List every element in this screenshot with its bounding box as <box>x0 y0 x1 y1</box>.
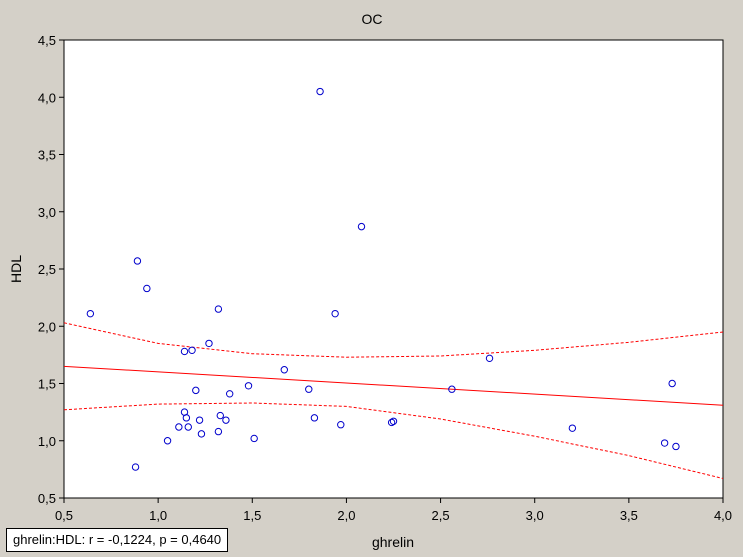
data-point <box>214 305 223 313</box>
data-points <box>86 87 680 471</box>
data-point <box>672 442 680 451</box>
data-point <box>192 386 200 395</box>
y-tick-label: 4,5 <box>38 33 56 48</box>
data-point <box>197 430 206 438</box>
x-tick-label: 0,5 <box>55 508 73 523</box>
correlation-stats-box: ghrelin:HDL: r = -0,1224, p = 0,4640 <box>6 528 229 552</box>
x-tick-label: 1,0 <box>149 508 167 523</box>
x-tick-label: 3,0 <box>526 508 544 523</box>
x-tick-label: 3,5 <box>620 508 638 523</box>
x-tick-label: 2,0 <box>337 508 355 523</box>
data-point <box>305 385 313 393</box>
y-tick-label: 0,5 <box>38 491 56 506</box>
data-point <box>182 414 191 422</box>
data-point <box>131 463 140 471</box>
x-tick-label: 1,5 <box>243 508 261 523</box>
data-point <box>337 421 345 429</box>
data-point <box>244 382 253 390</box>
data-point <box>143 284 151 293</box>
data-point <box>214 427 223 436</box>
regression-line <box>63 365 724 406</box>
plot-area <box>63 39 724 499</box>
y-tick-label: 3,0 <box>38 205 56 220</box>
data-point <box>86 309 95 318</box>
data-point <box>163 437 172 445</box>
chart-title: OC <box>362 11 383 27</box>
data-point <box>568 424 577 432</box>
upper-confidence-line <box>63 322 724 358</box>
y-axis-title: HDL <box>8 255 24 283</box>
y-tick-label: 2,0 <box>38 319 56 334</box>
regression-fit <box>63 365 724 406</box>
data-point <box>195 416 204 424</box>
data-point <box>280 366 288 374</box>
data-point <box>310 414 319 422</box>
data-point <box>184 423 192 431</box>
data-point <box>222 416 230 424</box>
data-point <box>448 385 456 393</box>
data-point <box>316 87 324 96</box>
x-tick-label: 4,0 <box>714 508 732 523</box>
data-point <box>660 439 669 447</box>
data-point <box>188 346 196 354</box>
confidence-band <box>63 322 724 479</box>
y-tick-label: 2,5 <box>38 262 56 277</box>
data-point <box>133 257 142 265</box>
y-tick-label: 1,5 <box>38 377 56 392</box>
y-axis: 0,5 1,0 1,5 2,0 2,5 3,0 3,5 4,0 4,5 <box>38 33 64 506</box>
data-point <box>225 390 234 398</box>
data-point <box>216 411 224 420</box>
y-tick-label: 3,5 <box>38 148 56 163</box>
x-axis: 0,5 1,0 1,5 2,0 2,5 3,0 3,5 4,0 <box>55 498 732 523</box>
lower-confidence-line <box>63 402 724 479</box>
x-tick-label: 2,5 <box>432 508 450 523</box>
data-point <box>389 417 398 425</box>
data-point <box>180 347 189 356</box>
x-axis-title: ghrelin <box>372 534 414 550</box>
data-point <box>668 379 676 388</box>
data-point <box>387 418 396 427</box>
data-point <box>250 434 258 443</box>
y-tick-label: 1,0 <box>38 434 56 449</box>
data-point <box>205 339 213 348</box>
data-point <box>175 423 183 431</box>
y-tick-label: 4,0 <box>38 90 56 105</box>
data-point <box>485 354 494 363</box>
data-point <box>357 222 366 231</box>
data-point <box>331 309 339 318</box>
